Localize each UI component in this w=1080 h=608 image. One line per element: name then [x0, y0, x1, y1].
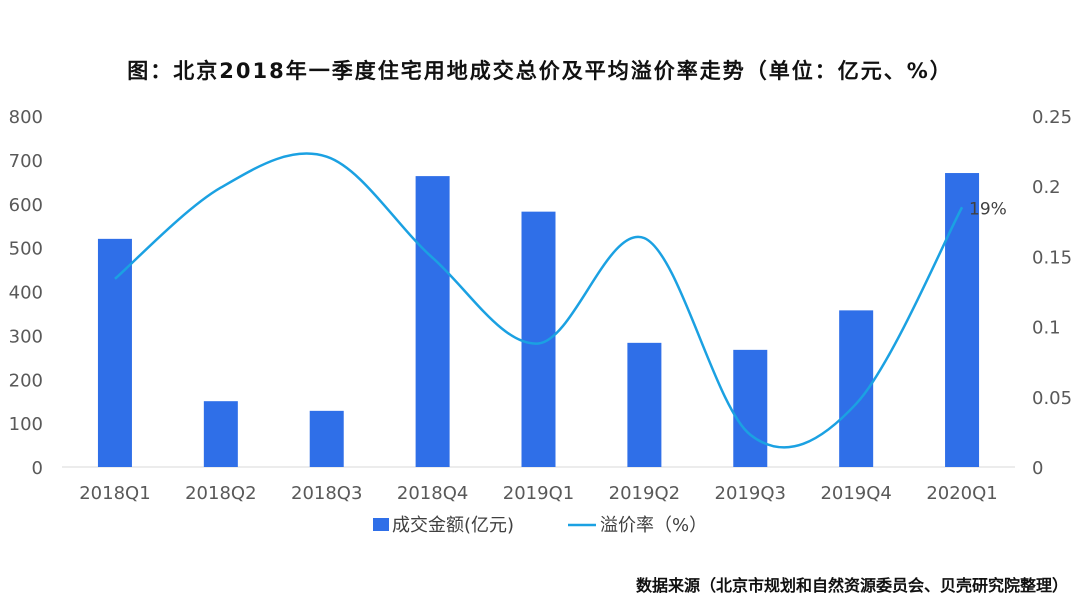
legend-line-label: 溢价率（%） [600, 515, 707, 536]
chart-title: 图：北京2018年一季度住宅用地成交总价及平均溢价率走势（单位：亿元、%） [127, 59, 953, 83]
data-labels: 19% [969, 199, 1007, 219]
bar [733, 349, 768, 467]
line-data-label: 19% [969, 199, 1007, 219]
x-tick-label: 2018Q2 [185, 483, 256, 504]
right-tick-label: 0.25 [1032, 107, 1072, 128]
x-tick-label: 2020Q1 [926, 483, 997, 504]
left-tick-label: 0 [32, 458, 43, 479]
x-axis: 2018Q1 2018Q2 2018Q3 2018Q4 2019Q1 2019Q2 2019… [62, 466, 1015, 504]
legend-bar-label: 成交金额(亿元) [392, 515, 514, 536]
legend: 成交金额(亿元) 溢价率（%） [373, 515, 707, 536]
x-tick-label: 2018Q4 [397, 483, 468, 504]
legend-bar-swatch [373, 518, 389, 531]
left-tick-label: 200 [9, 370, 43, 391]
bar [309, 410, 344, 467]
x-tick-label: 2019Q2 [609, 483, 680, 504]
bar-series [97, 173, 980, 467]
x-tick-label: 2018Q3 [291, 483, 362, 504]
line-path [114, 152, 964, 449]
right-tick-label: 0 [1032, 458, 1043, 479]
right-axis: 0 0.05 0.1 0.15 0.2 0.25 [1032, 107, 1072, 479]
source-note: 数据来源（北京市规划和自然资源委员会、贝壳研究院整理） [635, 576, 1068, 595]
left-tick-label: 300 [9, 326, 43, 347]
x-tick-label: 2019Q1 [503, 483, 574, 504]
right-tick-label: 0.05 [1032, 388, 1072, 409]
bar [415, 176, 450, 467]
bar [203, 401, 238, 467]
x-tick-label: 2018Q1 [79, 483, 150, 504]
left-tick-label: 100 [9, 414, 43, 435]
left-tick-label: 800 [9, 107, 43, 128]
left-tick-label: 700 [9, 151, 43, 172]
bar [627, 342, 662, 467]
x-tick-label: 2019Q4 [820, 483, 891, 504]
x-tick-label: 2019Q3 [715, 483, 786, 504]
bar [97, 238, 132, 467]
right-tick-label: 0.2 [1032, 177, 1061, 198]
bar [945, 173, 980, 467]
left-axis: 0 100 200 300 400 500 600 700 800 [9, 107, 43, 479]
left-tick-label: 600 [9, 195, 43, 216]
left-tick-label: 500 [9, 239, 43, 260]
left-tick-label: 400 [9, 283, 43, 304]
line-series [114, 152, 964, 449]
right-tick-label: 0.15 [1032, 247, 1072, 268]
right-tick-label: 0.1 [1032, 318, 1061, 339]
